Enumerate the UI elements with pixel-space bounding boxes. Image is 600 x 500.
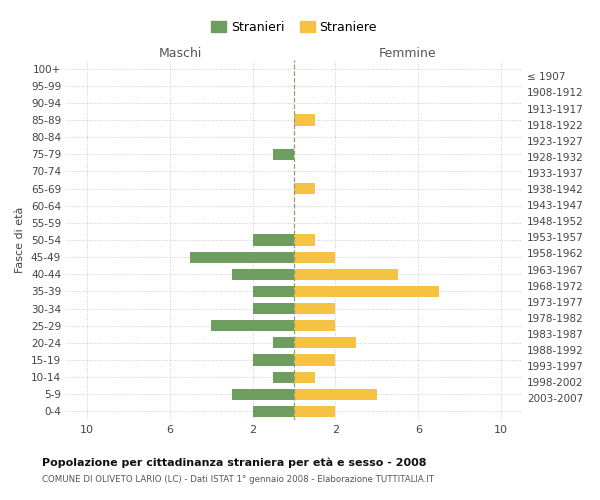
Bar: [294, 388, 377, 400]
Bar: [294, 338, 356, 348]
Text: Popolazione per cittadinanza straniera per età e sesso - 2008: Popolazione per cittadinanza straniera p…: [42, 458, 427, 468]
Bar: [294, 372, 315, 382]
Legend: Stranieri, Straniere: Stranieri, Straniere: [206, 16, 382, 39]
Text: Femmine: Femmine: [379, 46, 437, 60]
Bar: [190, 252, 294, 262]
Bar: [273, 338, 294, 348]
Bar: [273, 372, 294, 382]
Bar: [294, 303, 335, 314]
Bar: [253, 406, 294, 417]
Bar: [232, 268, 294, 280]
Bar: [294, 234, 315, 246]
Bar: [232, 388, 294, 400]
Bar: [294, 252, 335, 262]
Text: Maschi: Maschi: [158, 46, 202, 60]
Bar: [211, 320, 294, 332]
Y-axis label: Anni di nascita: Anni di nascita: [598, 198, 600, 281]
Bar: [294, 183, 315, 194]
Bar: [294, 286, 439, 297]
Bar: [253, 354, 294, 366]
Bar: [294, 114, 315, 126]
Bar: [294, 406, 335, 417]
Bar: [294, 268, 398, 280]
Text: COMUNE DI OLIVETO LARIO (LC) - Dati ISTAT 1° gennaio 2008 - Elaborazione TUTTITA: COMUNE DI OLIVETO LARIO (LC) - Dati ISTA…: [42, 475, 434, 484]
Bar: [273, 148, 294, 160]
Bar: [253, 234, 294, 246]
Y-axis label: Fasce di età: Fasce di età: [16, 207, 25, 273]
Bar: [253, 286, 294, 297]
Bar: [294, 320, 335, 332]
Bar: [253, 303, 294, 314]
Bar: [294, 354, 335, 366]
